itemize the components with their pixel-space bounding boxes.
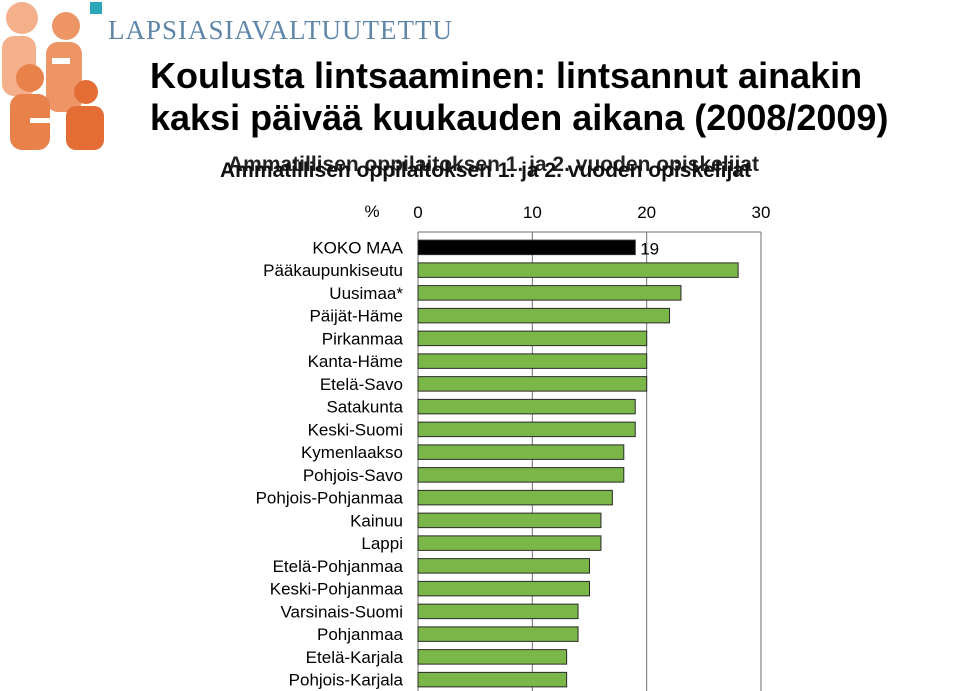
bar: [417, 649, 568, 665]
x-tick-label: 20: [637, 203, 656, 222]
x-tick-label: 0: [413, 203, 422, 222]
bar: [417, 671, 568, 688]
bar: [417, 580, 590, 597]
category-label: Pohjois-Karjala: [289, 671, 404, 690]
category-label: Pohjois-Savo: [303, 466, 403, 485]
category-label: Uusimaa*: [329, 284, 403, 303]
bar: [417, 512, 602, 529]
category-label: Pohjois-Pohjanmaa: [256, 489, 404, 508]
bar: [417, 467, 625, 483]
page-title: Koulusta lintsaaminen: lintsannut ainaki…: [150, 55, 888, 139]
category-label: Kainuu: [350, 511, 403, 530]
category-label: Pohjanmaa: [317, 625, 404, 644]
category-label: Etelä-Savo: [320, 375, 403, 394]
subtitle: Ammatillisen oppilaitoksen 1. ja 2. vuod…: [220, 153, 780, 189]
category-label: Keski-Pohjanmaa: [270, 580, 404, 599]
bar: [417, 307, 671, 324]
category-label: Satakunta: [326, 398, 403, 417]
bar: [417, 626, 579, 642]
category-label: Pirkanmaa: [322, 329, 404, 348]
category-label: Etelä-Pohjanmaa: [273, 557, 404, 576]
category-label: KOKO MAA: [312, 238, 403, 257]
bar: [417, 285, 682, 301]
bar: [417, 353, 648, 369]
category-label: Kanta-Häme: [308, 352, 403, 371]
subtitle-text: Ammatillisen oppilaitoksen 1. ja 2. vuod…: [220, 159, 751, 182]
category-label: Varsinais-Suomi: [280, 602, 403, 621]
bar: [417, 376, 648, 392]
logo-figures: [0, 0, 110, 150]
title-line-1: Koulusta lintsaaminen: lintsannut ainaki…: [150, 55, 863, 96]
category-label: Kymenlaakso: [301, 443, 403, 462]
bar: [417, 262, 739, 278]
subtitle-shadow: Ammatillisen oppilaitoksen 1. ja 2. vuod…: [228, 153, 759, 176]
x-tick-label: 30: [752, 203, 771, 222]
bar: [417, 603, 579, 620]
category-label: Lappi: [361, 534, 403, 553]
bar: [417, 558, 590, 574]
unit-label: %: [364, 202, 379, 221]
bar: [417, 239, 636, 256]
bar: [417, 489, 613, 506]
x-tick-label: 10: [523, 203, 542, 222]
bar: [417, 398, 636, 415]
category-label: Päijät-Häme: [309, 307, 403, 326]
bar: [417, 421, 636, 438]
category-label: Keski-Suomi: [308, 420, 403, 439]
bar: [417, 535, 602, 551]
title-line-2: kaksi päivää kuukauden aikana (2008/2009…: [150, 97, 889, 138]
bar: [417, 444, 625, 460]
category-label: Pääkaupunkiseutu: [263, 261, 403, 280]
brand-name: LAPSIASIAVALTUUTETTU: [108, 15, 454, 45]
logo-square-icon: [90, 2, 102, 14]
category-label: Etelä-Karjala: [306, 648, 404, 667]
data-label: 19: [640, 239, 659, 258]
bar: [417, 330, 648, 347]
